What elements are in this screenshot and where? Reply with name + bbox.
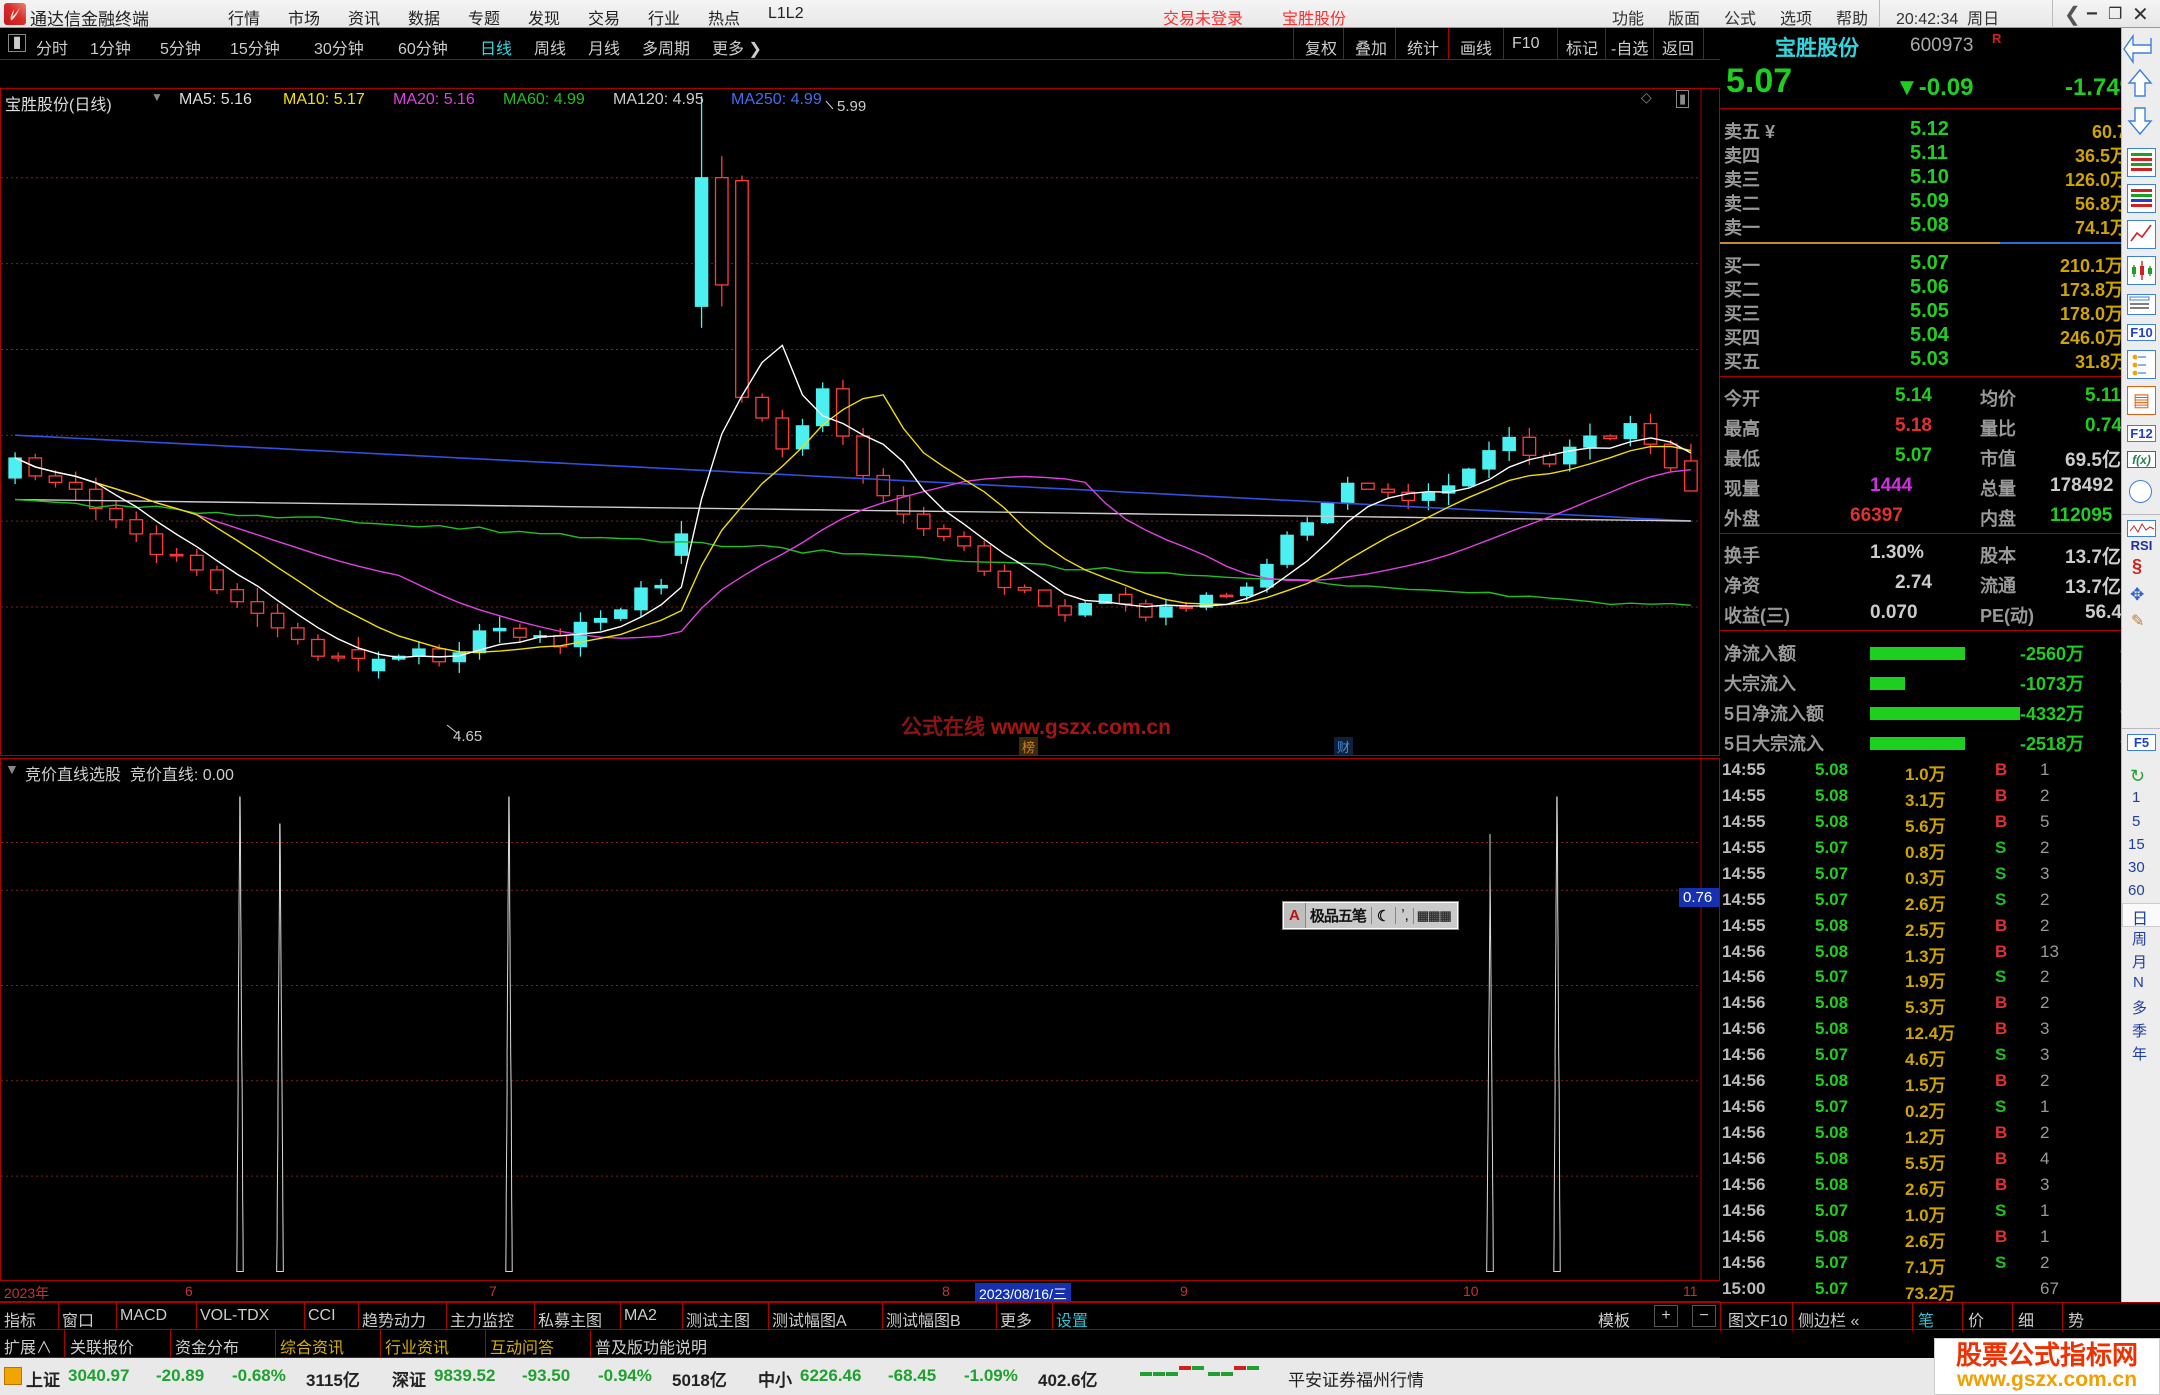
svg-text:4.65: 4.65 <box>453 728 482 745</box>
svg-text:5.99: 5.99 <box>837 98 866 115</box>
